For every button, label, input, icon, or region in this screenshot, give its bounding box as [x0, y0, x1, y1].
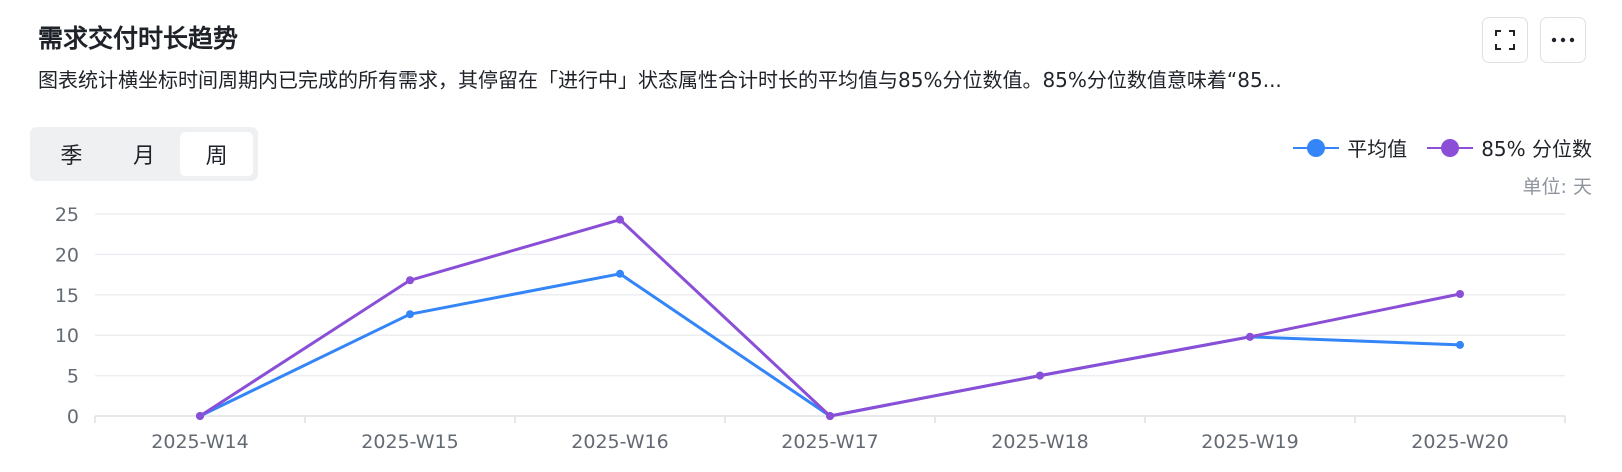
- y-tick-label: 20: [55, 244, 79, 266]
- legend-item-p85[interactable]: 85% 分位数: [1427, 133, 1592, 162]
- fullscreen-button[interactable]: [1482, 17, 1528, 63]
- legend-label-average: 平均值: [1347, 137, 1408, 161]
- y-tick-label: 25: [55, 204, 79, 226]
- y-tick-label: 0: [67, 406, 79, 428]
- tab-quarter[interactable]: 季: [60, 144, 83, 169]
- legend-label-p85: 85% 分位数: [1481, 137, 1592, 161]
- chart-legend: 平均值 85% 分位数: [1293, 133, 1592, 162]
- x-tick-label: 2025-W18: [991, 431, 1088, 453]
- data-point-series-0[interactable]: [406, 310, 414, 319]
- tab-week[interactable]: 周: [180, 132, 254, 176]
- data-point-series-1[interactable]: [826, 412, 834, 420]
- more-button[interactable]: [1540, 17, 1586, 63]
- y-tick-label: 15: [55, 285, 79, 307]
- data-point-series-1[interactable]: [1456, 289, 1464, 298]
- y-tick-label: 5: [67, 366, 79, 388]
- x-tick-label: 2025-W20: [1411, 431, 1508, 453]
- unit-label: 单位: 天: [1522, 176, 1592, 198]
- data-point-series-0[interactable]: [1456, 340, 1464, 349]
- data-point-series-1[interactable]: [1246, 332, 1254, 341]
- series-line-1: [198, 218, 1462, 418]
- data-point-series-1[interactable]: [196, 412, 204, 420]
- x-tick-label: 2025-W16: [571, 431, 668, 453]
- y-tick-label: 10: [55, 325, 79, 347]
- legend-marker-p85: [1427, 138, 1474, 157]
- chart-title: 需求交付时长趋势: [38, 24, 239, 53]
- x-tick-label: 2025-W14: [151, 431, 248, 453]
- data-point-series-1[interactable]: [406, 276, 414, 285]
- period-selector: 季 月 周: [30, 127, 258, 181]
- tab-month[interactable]: 月: [133, 144, 156, 169]
- x-tick-label: 2025-W17: [781, 431, 878, 453]
- data-point-series-0[interactable]: [616, 269, 624, 278]
- x-tick-label: 2025-W15: [361, 431, 458, 453]
- x-tick-label: 2025-W19: [1201, 431, 1298, 453]
- more-icon: [1551, 37, 1575, 43]
- data-point-series-1[interactable]: [1036, 371, 1044, 380]
- legend-item-average[interactable]: 平均值: [1293, 133, 1407, 162]
- fullscreen-icon: [1495, 30, 1515, 50]
- data-point-series-1[interactable]: [616, 215, 624, 224]
- legend-marker-average: [1293, 138, 1340, 157]
